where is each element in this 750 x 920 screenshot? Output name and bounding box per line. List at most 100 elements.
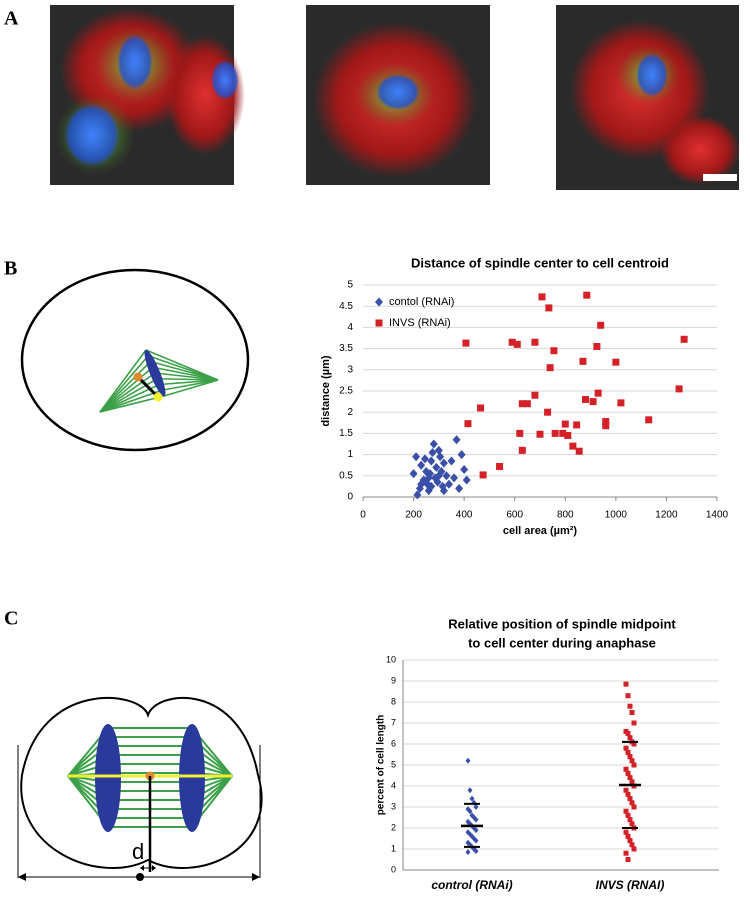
data-point <box>433 477 442 487</box>
spindle-fiber <box>99 360 152 413</box>
data-point <box>645 416 653 424</box>
data-point <box>439 486 448 496</box>
data-point <box>625 693 631 699</box>
data-point <box>427 481 436 491</box>
data-point <box>439 458 448 468</box>
y-tick-label: 0 <box>347 492 353 503</box>
spindle-fiber <box>99 389 163 413</box>
data-point <box>432 462 441 472</box>
data-point <box>559 429 567 437</box>
data-point <box>544 408 552 416</box>
panel-label: C <box>4 608 18 630</box>
data-point <box>531 338 539 346</box>
data-point <box>462 339 470 347</box>
spindle-fiber <box>163 379 219 397</box>
data-point <box>631 804 637 810</box>
y-tick-label: 9 <box>391 675 396 685</box>
data-point <box>465 849 471 856</box>
data-point <box>675 385 683 393</box>
y-tick-label: 4 <box>347 322 353 333</box>
data-point <box>462 475 471 485</box>
data-point <box>444 479 453 489</box>
data-point <box>467 787 473 794</box>
cell-diagram <box>20 268 250 452</box>
data-point <box>467 808 473 815</box>
data-point <box>593 342 601 350</box>
x-axis-label: cell area (µm²) <box>503 525 578 537</box>
legend-marker <box>375 319 383 327</box>
data-point <box>629 779 635 785</box>
data-point <box>518 446 526 454</box>
data-point <box>602 422 610 430</box>
data-point <box>455 484 464 494</box>
data-point <box>625 812 631 818</box>
panel-label: A <box>4 8 19 30</box>
data-point <box>629 821 635 827</box>
data-point <box>629 758 635 764</box>
spindle-fiber <box>157 377 219 381</box>
data-point <box>612 358 620 366</box>
y-tick-label: 3.5 <box>339 343 353 354</box>
data-point <box>623 850 629 856</box>
data-point <box>464 420 472 428</box>
data-point <box>531 391 539 399</box>
y-tick-label: 5 <box>347 280 353 291</box>
data-point <box>625 749 631 755</box>
data-point <box>631 720 637 726</box>
chart-title: to cell center during anaphase <box>468 635 656 650</box>
data-point <box>589 398 597 406</box>
data-point <box>413 490 422 500</box>
x-tick-label: 0 <box>360 510 366 521</box>
x-tick-label: 1000 <box>605 510 628 521</box>
spindle-fiber <box>150 360 219 381</box>
x-tick-label: 600 <box>506 510 523 521</box>
y-tick-label: 4.5 <box>339 301 353 312</box>
x-tick-label: 1200 <box>655 510 678 521</box>
spindle-fiber <box>99 395 165 413</box>
data-point <box>575 447 583 455</box>
data-point <box>627 754 633 760</box>
spindle-fiber <box>159 379 219 386</box>
data-point <box>465 757 471 764</box>
data-point <box>625 833 631 839</box>
y-tick-label: 10 <box>386 654 396 664</box>
data-point <box>545 304 553 312</box>
data-point <box>447 456 456 466</box>
distance-label: d <box>132 839 144 864</box>
y-tick-label: 8 <box>391 696 396 706</box>
data-point <box>569 442 577 450</box>
data-point <box>625 857 631 862</box>
y-tick-label: 2 <box>347 407 353 418</box>
data-point <box>457 450 466 460</box>
data-point <box>412 452 421 462</box>
data-point <box>627 838 633 844</box>
data-point <box>546 364 554 372</box>
chart-title: Distance of spindle center to cell centr… <box>411 255 669 270</box>
x-tick-label: 200 <box>405 510 422 521</box>
data-point <box>573 421 581 429</box>
data-point <box>473 827 479 834</box>
data-point <box>623 808 629 814</box>
data-point <box>623 766 629 772</box>
data-point <box>629 710 635 715</box>
legend-label: contol (RNAi) <box>389 296 454 308</box>
data-point <box>551 429 559 437</box>
legend-label: INVS (RNAi) <box>389 317 451 329</box>
data-point <box>434 471 443 481</box>
data-point <box>550 347 558 355</box>
spindle-fiber <box>99 378 158 413</box>
data-point <box>436 452 445 462</box>
data-point <box>417 460 426 470</box>
data-point <box>631 762 637 768</box>
data-point <box>538 293 546 301</box>
data-point <box>623 829 629 835</box>
data-point <box>627 703 633 709</box>
data-point <box>473 837 479 844</box>
y-tick-label: 7 <box>391 717 396 727</box>
data-point <box>625 791 631 797</box>
data-point <box>473 816 479 823</box>
data-point <box>597 321 605 329</box>
y-tick-label: 1 <box>347 449 353 460</box>
data-point <box>583 291 591 299</box>
